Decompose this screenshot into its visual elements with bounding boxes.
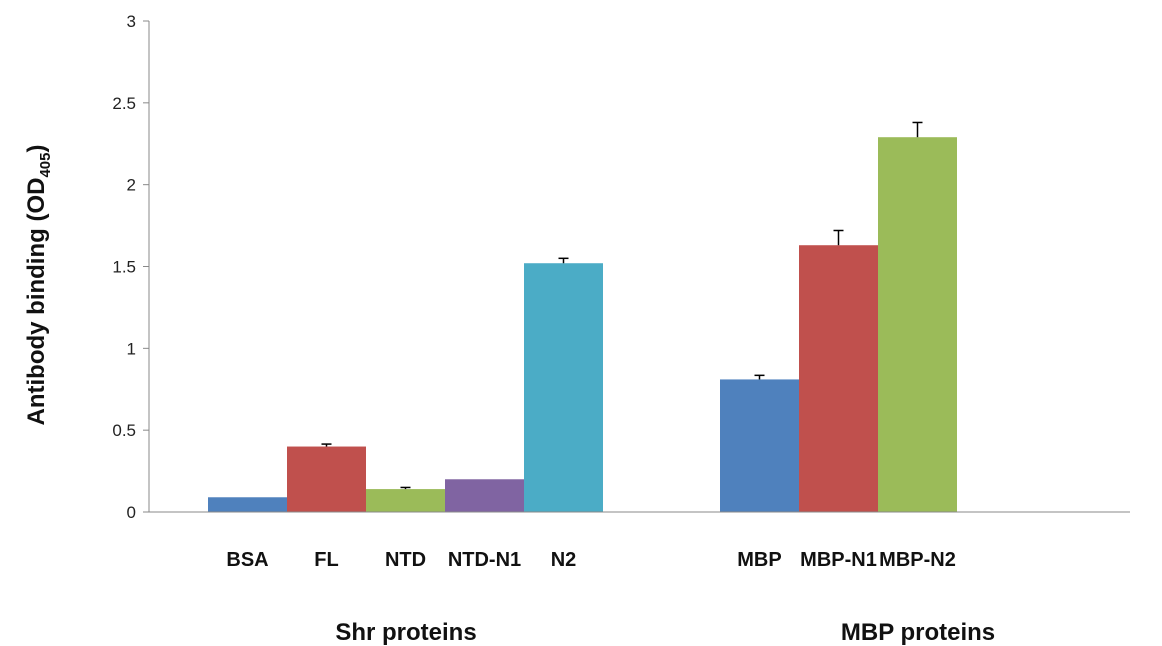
y-tick-label: 0.5 bbox=[112, 421, 136, 440]
y-tick-label: 0 bbox=[127, 503, 136, 522]
y-axis-title-subscript: 405 bbox=[37, 153, 54, 178]
bar-mbp-n2 bbox=[878, 137, 957, 512]
category-label: BSA bbox=[226, 549, 268, 571]
bar-fl bbox=[287, 446, 366, 512]
bar-n2 bbox=[524, 263, 603, 512]
category-labels: BSA FL NTD NTD-N1 N2 MBP MBP-N1 MBP-N2 bbox=[226, 549, 955, 571]
y-tick-label: 2.5 bbox=[112, 94, 136, 113]
bar-bsa bbox=[208, 497, 287, 512]
group-label: MBP proteins bbox=[841, 619, 995, 646]
bar-ntd-n1 bbox=[445, 479, 524, 512]
category-label: MBP-N2 bbox=[879, 549, 956, 571]
y-axis: 0 0.5 1 1.5 2 2.5 3 bbox=[112, 12, 150, 522]
category-label: FL bbox=[314, 549, 338, 571]
y-tick-label: 2 bbox=[127, 176, 136, 195]
category-label: MBP-N1 bbox=[800, 549, 877, 571]
y-axis-title: Antibody binding (OD405) bbox=[23, 145, 54, 426]
group-label: Shr proteins bbox=[335, 619, 476, 646]
group-labels: Shr proteins MBP proteins bbox=[335, 619, 995, 646]
error-bars bbox=[321, 121, 923, 490]
y-tick-label: 1 bbox=[127, 339, 136, 358]
category-label: NTD-N1 bbox=[448, 549, 521, 571]
category-label: NTD bbox=[385, 549, 426, 571]
y-axis-title-main: Antibody binding (OD bbox=[23, 178, 50, 426]
bar-mbp-n1 bbox=[799, 245, 878, 512]
y-tick-label: 1.5 bbox=[112, 258, 136, 277]
y-tick-label: 3 bbox=[127, 12, 136, 31]
bars bbox=[208, 137, 957, 512]
y-axis-title-suffix: ) bbox=[23, 145, 50, 153]
bar-ntd bbox=[366, 489, 445, 512]
category-label: N2 bbox=[551, 549, 577, 571]
bar-mbp bbox=[720, 379, 799, 512]
category-label: MBP bbox=[737, 549, 781, 571]
